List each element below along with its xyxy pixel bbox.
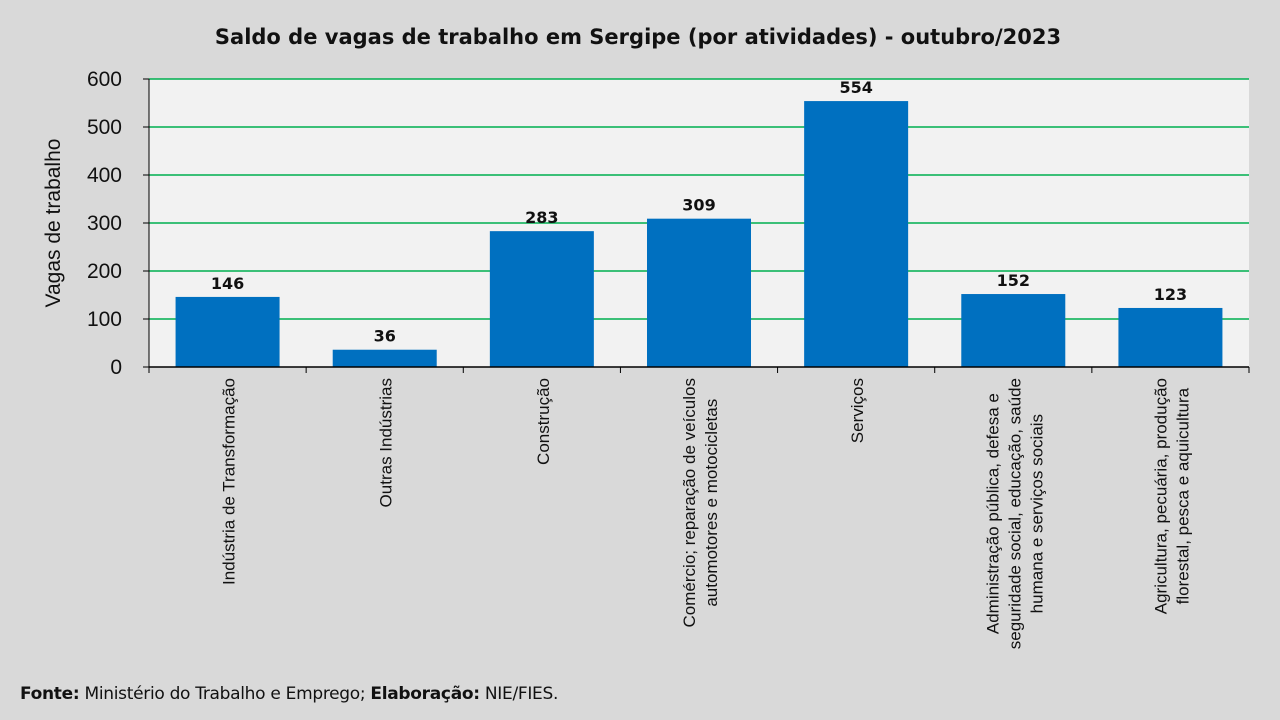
- bar: [647, 218, 751, 367]
- bar: [1118, 307, 1223, 367]
- y-tick-label: 500: [87, 116, 122, 139]
- data-label: 146: [211, 274, 244, 293]
- y-tick-label: 100: [87, 308, 122, 331]
- y-tick-label: 600: [87, 68, 122, 91]
- bar: [175, 296, 280, 367]
- x-tick-label-line: Administração pública, defesa e: [983, 393, 1002, 634]
- x-tick-label: Construção: [534, 378, 553, 465]
- y-tick-label: 200: [87, 260, 122, 283]
- x-tick-label: Outras Indústrias: [377, 378, 396, 507]
- bar: [804, 101, 909, 367]
- bar: [489, 231, 594, 367]
- y-tick-label: 400: [87, 164, 122, 187]
- data-label: 36: [374, 327, 396, 346]
- x-tick-label: Administração pública, defesa e seguridad…: [983, 378, 1046, 649]
- y-tick-label: 0: [110, 356, 122, 379]
- x-tick-label-line: Outras Indústrias: [377, 378, 396, 507]
- footer-source: Fonte: Ministério do Trabalho e Emprego;…: [20, 684, 558, 704]
- y-axis-label: Vagas de trabalho: [42, 139, 65, 308]
- x-tick-label-line: Serviços: [848, 378, 867, 443]
- data-label: 152: [997, 271, 1030, 290]
- x-tick-label-line: automotores e motocicletas: [702, 399, 721, 607]
- source-label: Fonte:: [20, 684, 80, 704]
- x-tick-label-line: florestal, pesca e aquicultura: [1173, 387, 1192, 604]
- x-tick-label-line: Agricultura, pecuária, produção: [1151, 378, 1170, 614]
- x-tick-label-line: Indústria de Transformação: [220, 378, 239, 585]
- source-text: Ministério do Trabalho e Emprego;: [79, 684, 371, 704]
- x-tick-label: Serviços: [848, 378, 867, 443]
- x-tick-label-line: humana e serviços sociais: [1027, 414, 1046, 613]
- bar: [961, 294, 1066, 367]
- elaboration-text: NIE/FIES.: [479, 684, 559, 704]
- data-label: 554: [839, 78, 872, 97]
- elaboration-label: Elaboração:: [370, 684, 480, 704]
- data-label: 123: [1154, 285, 1187, 304]
- x-tick-label: Indústria de Transformação: [220, 378, 239, 585]
- bar: [332, 349, 437, 367]
- data-label: 283: [525, 208, 558, 227]
- x-tick-label: Comércio; reparação de veículos automotor…: [680, 378, 721, 627]
- y-tick-label: 300: [87, 212, 122, 235]
- x-tick-label-line: seguridade social, educação, saúde: [1005, 378, 1024, 649]
- data-label: 309: [682, 196, 715, 215]
- x-tick-label: Agricultura, pecuária, produção florestal…: [1151, 378, 1192, 614]
- x-tick-label-line: Construção: [534, 378, 553, 465]
- x-tick-label-line: Comércio; reparação de veículos: [680, 378, 699, 627]
- chart-title: Saldo de vagas de trabalho em Sergipe (p…: [215, 25, 1061, 49]
